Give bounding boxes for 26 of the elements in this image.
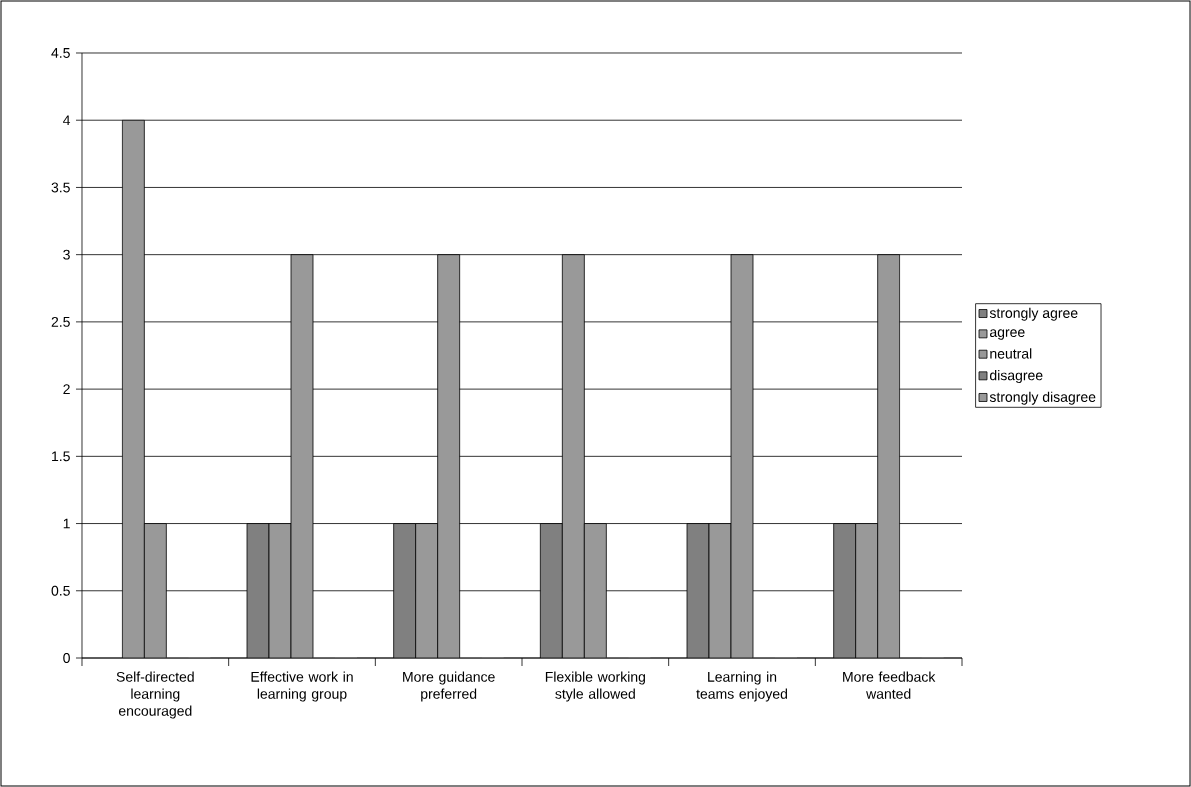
- y-tick-label: 0.5: [51, 585, 70, 596]
- x-tick-label: Learning in teams enjoyed: [696, 671, 787, 702]
- bar: [686, 523, 710, 658]
- x-tick-label: Effective work in learning group: [251, 671, 353, 702]
- legend-label: disagree: [989, 370, 1043, 384]
- y-tick-label: 0: [63, 653, 70, 663]
- y-tick-label: 4: [62, 115, 71, 126]
- y-tick-label: 2.5: [51, 316, 70, 327]
- bar: [539, 523, 563, 658]
- legend-label: strongly disagree: [989, 391, 1096, 405]
- y-tick-label: 3.5: [51, 182, 70, 193]
- legend-label: neutral: [990, 348, 1032, 359]
- bar: [833, 523, 857, 658]
- y-tick-label: 2: [63, 384, 70, 394]
- y-tick-label: 3: [63, 249, 70, 260]
- y-tick-label: 4.5: [51, 48, 70, 58]
- legend-label: strongly agree: [989, 307, 1078, 321]
- bar: [393, 523, 417, 658]
- x-tick-label: More feedback wanted: [843, 671, 936, 699]
- legend-label: agree: [990, 329, 1025, 340]
- y-tick-label: 1: [63, 518, 70, 529]
- x-tick-label: Self-directed learning encouraged: [116, 671, 194, 719]
- x-tick-label: Flexible working style allowed: [545, 671, 645, 702]
- y-tick-label: 1.5: [52, 451, 70, 462]
- x-tick-label: More guidance preferred: [403, 671, 495, 702]
- bar: [246, 523, 270, 658]
